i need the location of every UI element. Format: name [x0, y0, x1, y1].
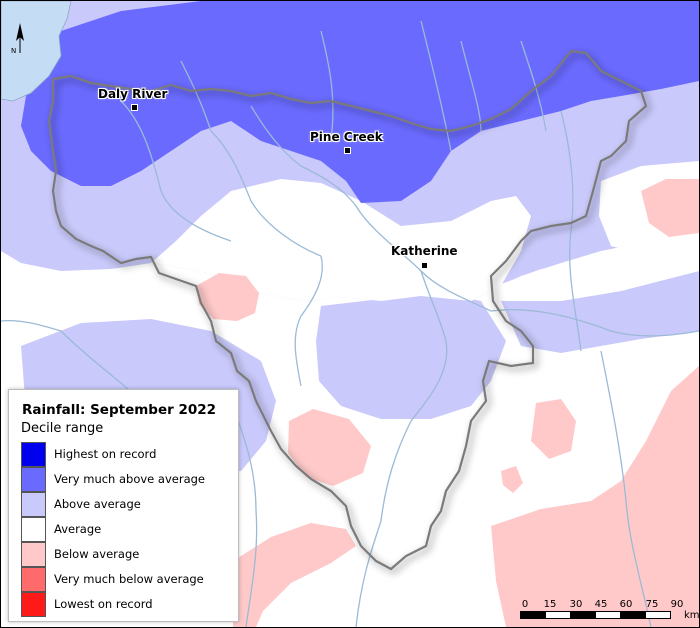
below-average-patch-3 — [641, 179, 699, 237]
town-label-pine-creek: Pine Creek — [310, 130, 383, 144]
below-average-patch-4 — [531, 399, 576, 459]
legend: Rainfall: September 2022 Decile range Hi… — [8, 389, 239, 622]
legend-item-label: Lowest on record — [54, 597, 153, 611]
below-average-patch-7 — [233, 523, 356, 627]
above-average-zone-east — [501, 271, 699, 353]
legend-item-very-much-above: Very much above average — [21, 467, 236, 492]
scale-tick-label: 15 — [543, 599, 557, 610]
scale-bar — [520, 611, 671, 619]
scale-tick-label: 45 — [594, 599, 608, 610]
legend-item-label: Below average — [54, 547, 140, 561]
scale-unit-label: km — [684, 610, 700, 621]
below-average-patch-2 — [288, 409, 371, 486]
legend-swatch — [21, 442, 46, 467]
legend-swatch — [21, 492, 46, 517]
legend-swatch — [21, 567, 46, 592]
scale-tick-label: 60 — [619, 599, 633, 610]
region-outline — [47, 49, 648, 571]
legend-swatch — [21, 592, 46, 617]
legend-subtitle: Decile range — [21, 421, 104, 436]
legend-item-label: Above average — [54, 497, 141, 511]
town-marker-pine-creek — [344, 147, 351, 154]
legend-item-very-much-below: Very much below average — [21, 567, 236, 592]
town-marker-katherine — [421, 262, 428, 269]
legend-item-highest: Highest on record — [21, 442, 236, 467]
scale-tick-label: 0 — [521, 599, 529, 610]
legend-item-label: Average — [54, 522, 102, 536]
legend-swatch — [21, 542, 46, 567]
legend-item-label: Very much above average — [54, 472, 205, 486]
average-zone-central — [151, 179, 531, 301]
legend-item-label: Highest on record — [54, 447, 157, 461]
town-label-daly-river: Daly River — [98, 87, 168, 101]
scale-tick-label: 30 — [569, 599, 583, 610]
legend-title: Rainfall: September 2022 — [22, 402, 217, 418]
legend-swatch — [21, 517, 46, 542]
legend-swatch — [21, 467, 46, 492]
water-body — [1, 1, 72, 102]
legend-item-lowest: Lowest on record — [21, 592, 236, 617]
scale-tick-label: 90 — [670, 599, 684, 610]
legend-item-label: Very much below average — [54, 572, 204, 586]
scale-tick-label: 75 — [645, 599, 659, 610]
north-label: N — [11, 47, 17, 55]
legend-item-above: Above average — [21, 492, 236, 517]
town-label-katherine: Katherine — [391, 244, 458, 258]
legend-item-average: Average — [21, 517, 236, 542]
average-zone-east-band — [496, 249, 699, 301]
town-marker-daly-river — [131, 104, 138, 111]
north-arrow-icon — [16, 23, 24, 53]
legend-item-below: Below average — [21, 542, 236, 567]
very-much-above-average-zone — [21, 1, 699, 203]
below-average-patch-6 — [491, 366, 699, 627]
above-average-zone-central — [316, 291, 506, 419]
below-average-patch-1 — [196, 273, 259, 321]
below-average-patch-5 — [501, 466, 523, 493]
